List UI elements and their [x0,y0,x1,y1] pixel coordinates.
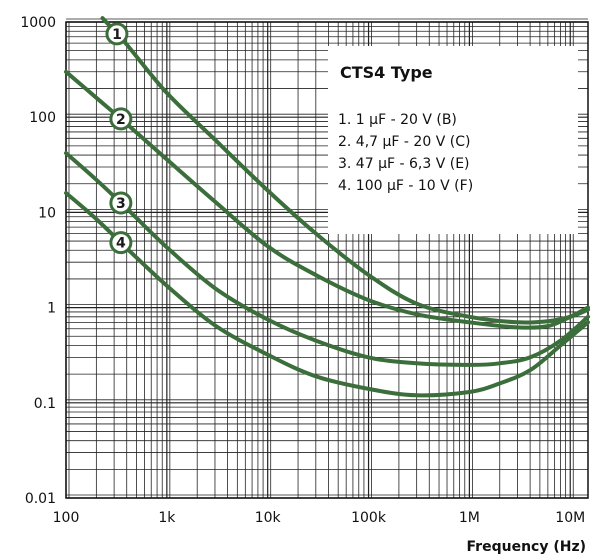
legend-item: 4. 100 µF - 10 V (F) [338,178,473,194]
series-marker-label: 3 [116,196,126,212]
y-tick-label: 0.01 [25,491,56,507]
legend-box [328,46,578,234]
x-tick-label: 100 [53,510,80,526]
series-line-1 [100,16,590,325]
y-tick-label: 1000 [20,15,56,31]
tick-labels: 100 1k 10k 100k 1M 10M 0.01 0.1 1 10 100 1000 [20,15,585,526]
series-marker-4 [109,231,133,255]
plot-frame [65,21,589,499]
series-layer: 1 2 3 4 [64,16,590,398]
x-tick-label: 10M [555,510,585,526]
series-line-4 [64,191,590,398]
legend-title: CTS4 Type [340,63,433,82]
series-marker-2 [109,107,133,131]
series-line-3 [64,151,590,367]
series-marker-label: 1 [112,27,122,43]
legend-item: 2. 4,7 µF - 20 V (C) [338,134,470,150]
x-tick-label: 1M [459,510,480,526]
series-marker-label: 2 [116,112,126,128]
legend-item: 1. 1 µF - 20 V (B) [338,112,457,128]
legend-item: 3. 47 µF - 6,3 V (E) [338,156,470,172]
legend: CTS4 Type 1. 1 µF - 20 V (B) 2. 4,7 µF - … [328,46,578,234]
y-tick-label: 10 [38,205,56,221]
y-tick-label: 1 [47,301,56,317]
y-tick-label: 0.1 [34,396,56,412]
x-tick-label: 10k [255,510,282,526]
x-axis-label: Frequency (Hz) [467,539,586,555]
x-tick-label: 100k [351,510,387,526]
series-marker-label: 4 [116,236,126,252]
y-tick-label: 100 [29,110,56,126]
x-tick-label: 1k [158,510,176,526]
series-marker-1 [105,22,129,46]
series-marker-3 [109,191,133,215]
series-line-2 [64,69,590,330]
